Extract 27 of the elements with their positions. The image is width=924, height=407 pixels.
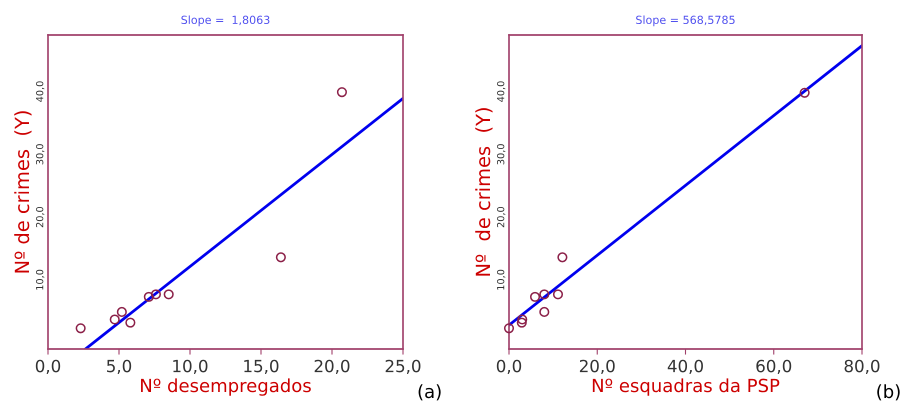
x-axis-title: Nº esquadras da PSP: [592, 378, 780, 396]
x-axis-title: Nº desempregados: [141, 378, 311, 396]
x-tick-label: 10,0: [173, 360, 208, 374]
y-tick-label: 10,0: [496, 270, 506, 290]
text: (b): [877, 384, 900, 400]
text: (a): [418, 384, 441, 400]
x-tick-label: 0,0: [496, 360, 522, 374]
chart-title: Slope = 568,5785: [636, 15, 735, 26]
y-tick-label: 20,0: [496, 206, 506, 228]
y-tick-label: 30,0: [36, 144, 44, 164]
x-tick-label: 80,0: [844, 360, 880, 374]
x-tick-label: 0,0: [36, 360, 60, 374]
y-axis-title: Nº de crimes (Y): [14, 111, 32, 273]
x-tick-label: 25,0: [386, 360, 420, 374]
x-tick-label: 5,0: [107, 360, 132, 374]
y-tick-label: 40,0: [496, 81, 506, 102]
y-tick-label: 30,0: [496, 144, 506, 164]
x-tick-label: 60,0: [756, 360, 792, 374]
y-tick-label: 20,0: [36, 206, 44, 228]
y-axis-title: Nº de crimes (Y): [475, 108, 493, 276]
x-tick-label: 40,0: [668, 360, 703, 374]
y-tick-label: 10,0: [36, 270, 44, 290]
x-tick-label: 20,0: [580, 360, 615, 374]
x-tick-label: 15,0: [244, 360, 278, 374]
x-tick-label: 20,0: [314, 360, 350, 374]
y-tick-label: 40,0: [36, 81, 44, 102]
chart-title: Slope = 1,8063: [181, 15, 270, 26]
